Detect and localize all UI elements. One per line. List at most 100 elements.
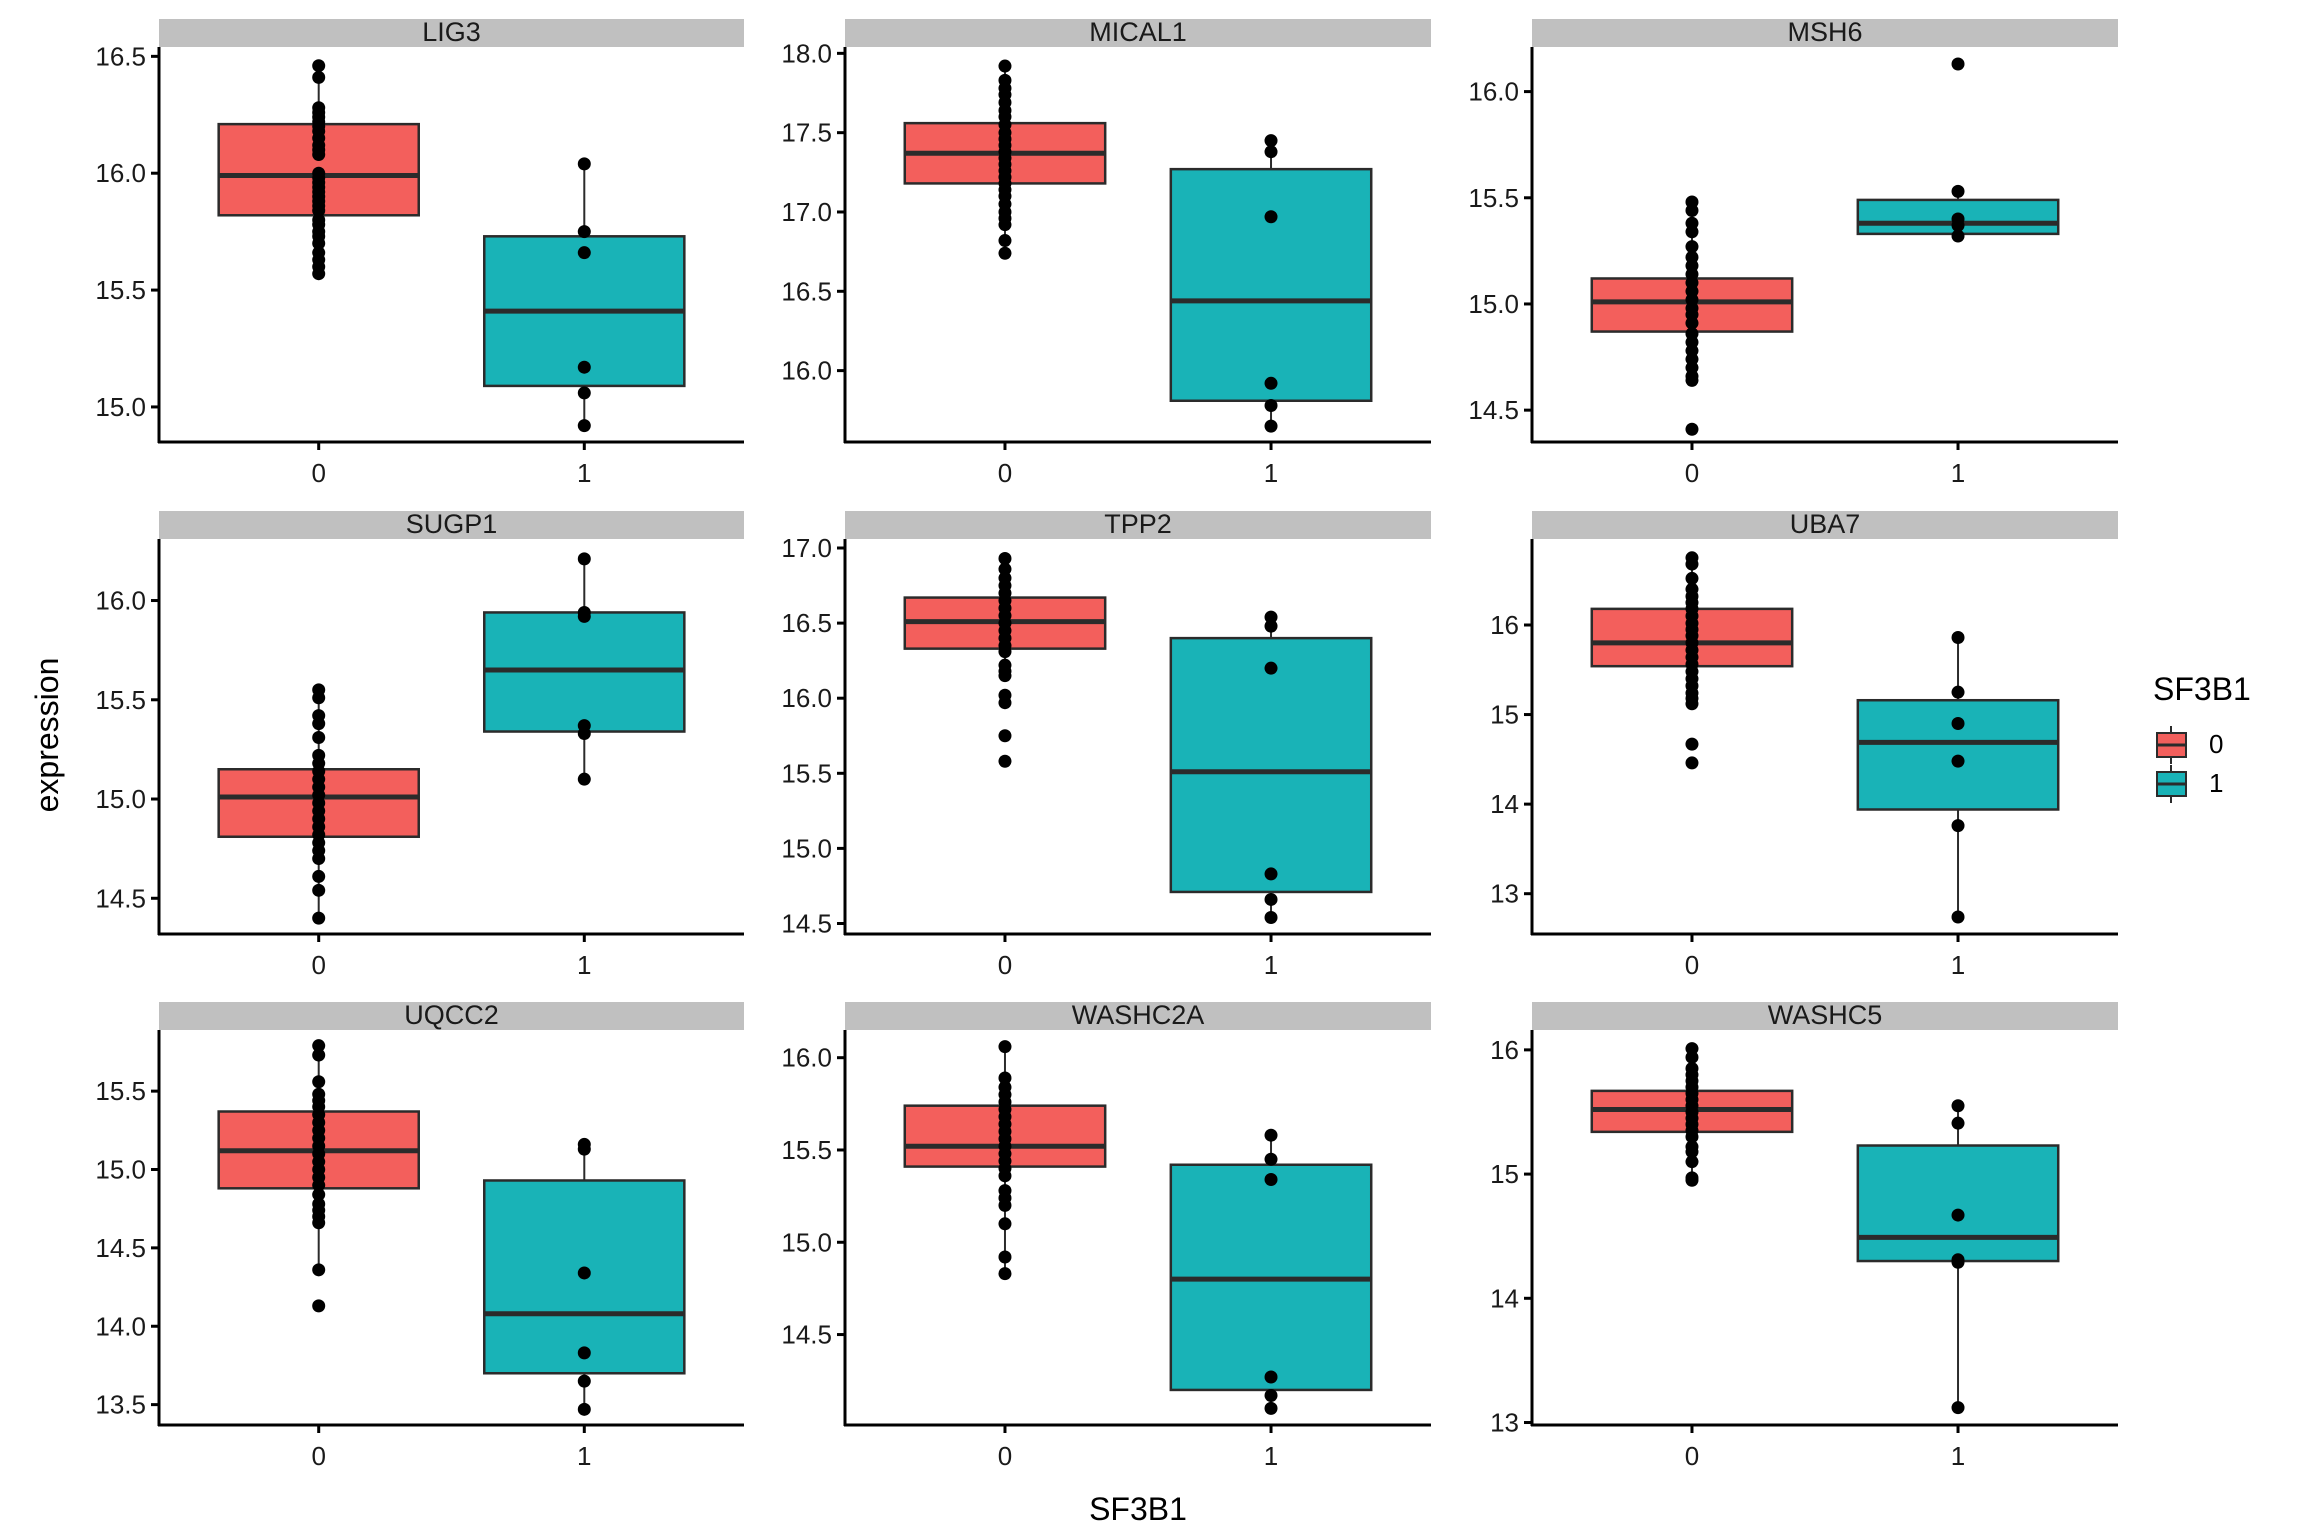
- x-tick-label: 1: [1951, 950, 1965, 980]
- legend-key-1: [2156, 765, 2187, 803]
- data-point: [1951, 754, 1965, 768]
- data-point: [1951, 218, 1965, 232]
- data-point: [577, 609, 591, 623]
- facet-panel-msh6: MSH6 14.5 15.0 15.5 16.0 0 1: [1468, 17, 2118, 488]
- facet-strip-label: SUGP1: [406, 509, 498, 539]
- data-point: [1951, 717, 1965, 731]
- data-point: [577, 772, 591, 786]
- y-tick-label: 17.0: [781, 533, 832, 563]
- data-point: [577, 1374, 591, 1388]
- y-tick-label: 14.5: [1468, 395, 1519, 425]
- data-point: [312, 1048, 326, 1062]
- box-group-1: [1856, 631, 2060, 924]
- data-point: [998, 754, 1012, 768]
- data-point: [1264, 399, 1278, 413]
- x-tick-label: 0: [311, 950, 325, 980]
- data-point: [577, 386, 591, 400]
- facet-strip: [845, 19, 1431, 47]
- data-point: [1685, 240, 1699, 254]
- x-tick-label: 0: [311, 1441, 325, 1471]
- data-point: [1264, 1401, 1278, 1415]
- data-point: [998, 696, 1012, 710]
- data-point: [1951, 57, 1965, 71]
- data-point: [577, 157, 591, 171]
- data-point: [1264, 661, 1278, 675]
- facet-strip: [1532, 511, 2118, 539]
- y-tick-label: 14.5: [95, 1233, 146, 1263]
- data-point: [1685, 1173, 1699, 1187]
- box-group-1: [483, 1137, 686, 1416]
- data-point: [1264, 867, 1278, 881]
- x-tick-label: 1: [1951, 1441, 1965, 1471]
- data-point: [1685, 204, 1699, 218]
- data-point: [312, 691, 326, 705]
- data-point: [312, 852, 326, 866]
- y-tick-label: 15.0: [781, 1227, 832, 1257]
- y-tick-label: 15.5: [95, 275, 146, 305]
- y-tick-label: 16: [1490, 610, 1519, 640]
- y-tick-label: 15.0: [95, 392, 146, 422]
- box-group-0: [1590, 195, 1794, 436]
- facet-strip: [159, 19, 744, 47]
- data-point: [1264, 419, 1278, 433]
- data-point: [312, 59, 326, 73]
- panels: LIG3 15.0 15.5 16.0 16.5 0 1 MICAL1 16.0 16.5 17.0…: [95, 17, 2118, 1471]
- facet-strip-label: UBA7: [1790, 509, 1861, 539]
- facet-strip-label: MICAL1: [1089, 17, 1187, 47]
- y-tick-label: 16.0: [95, 586, 146, 616]
- data-point: [1951, 631, 1965, 645]
- x-tick-label: 0: [1685, 1441, 1699, 1471]
- legend: SF3B1 0 1: [2153, 671, 2251, 803]
- data-point: [1951, 184, 1965, 198]
- y-tick-label: 15.0: [1468, 289, 1519, 319]
- data-point: [312, 1216, 326, 1230]
- y-tick-label: 13: [1490, 1408, 1519, 1438]
- data-point: [577, 1346, 591, 1360]
- y-tick-label: 17.5: [781, 118, 832, 148]
- data-point: [577, 552, 591, 566]
- x-tick-label: 0: [998, 458, 1012, 488]
- y-tick-label: 15.0: [95, 784, 146, 814]
- data-point: [1685, 1155, 1699, 1169]
- y-tick-label: 18.0: [781, 38, 832, 68]
- y-tick-label: 14.5: [781, 908, 832, 938]
- data-point: [312, 869, 326, 883]
- facet-panel-lig3: LIG3 15.0 15.5 16.0 16.5 0 1: [95, 17, 744, 488]
- data-point: [312, 267, 326, 281]
- data-point: [577, 225, 591, 239]
- box-group-1: [1856, 57, 2060, 243]
- data-point: [312, 1039, 326, 1053]
- y-tick-label: 13: [1490, 879, 1519, 909]
- legend-title: SF3B1: [2153, 671, 2251, 707]
- data-point: [312, 1178, 326, 1192]
- data-point: [1264, 910, 1278, 924]
- box-group-0: [217, 683, 420, 925]
- facet-strip: [159, 1002, 744, 1030]
- box-group-0: [903, 1040, 1107, 1281]
- y-tick-label: 15.5: [1468, 183, 1519, 213]
- facet-panel-mical1: MICAL1 16.0 16.5 17.0 17.5 18.0 0 1: [781, 17, 1431, 488]
- y-tick-label: 16.0: [781, 356, 832, 386]
- box-group-0: [903, 59, 1107, 260]
- data-point: [577, 1142, 591, 1156]
- data-point: [1264, 376, 1278, 390]
- y-tick-label: 16.0: [781, 683, 832, 713]
- data-point: [1951, 1099, 1965, 1113]
- data-point: [998, 1071, 1012, 1085]
- data-point: [577, 246, 591, 260]
- data-point: [1264, 210, 1278, 224]
- data-point: [312, 148, 326, 162]
- box-group-0: [217, 1039, 420, 1313]
- box-group-1: [483, 552, 686, 786]
- y-tick-label: 15.5: [781, 758, 832, 788]
- data-point: [1951, 1401, 1965, 1415]
- facet-strip: [845, 511, 1431, 539]
- y-tick-label: 16.5: [781, 608, 832, 638]
- data-point: [998, 645, 1012, 659]
- data-point: [998, 234, 1012, 248]
- box-group-1: [1856, 1099, 2060, 1415]
- legend-key-0: [2156, 726, 2187, 764]
- x-tick-label: 1: [577, 458, 591, 488]
- data-point: [1951, 1116, 1965, 1130]
